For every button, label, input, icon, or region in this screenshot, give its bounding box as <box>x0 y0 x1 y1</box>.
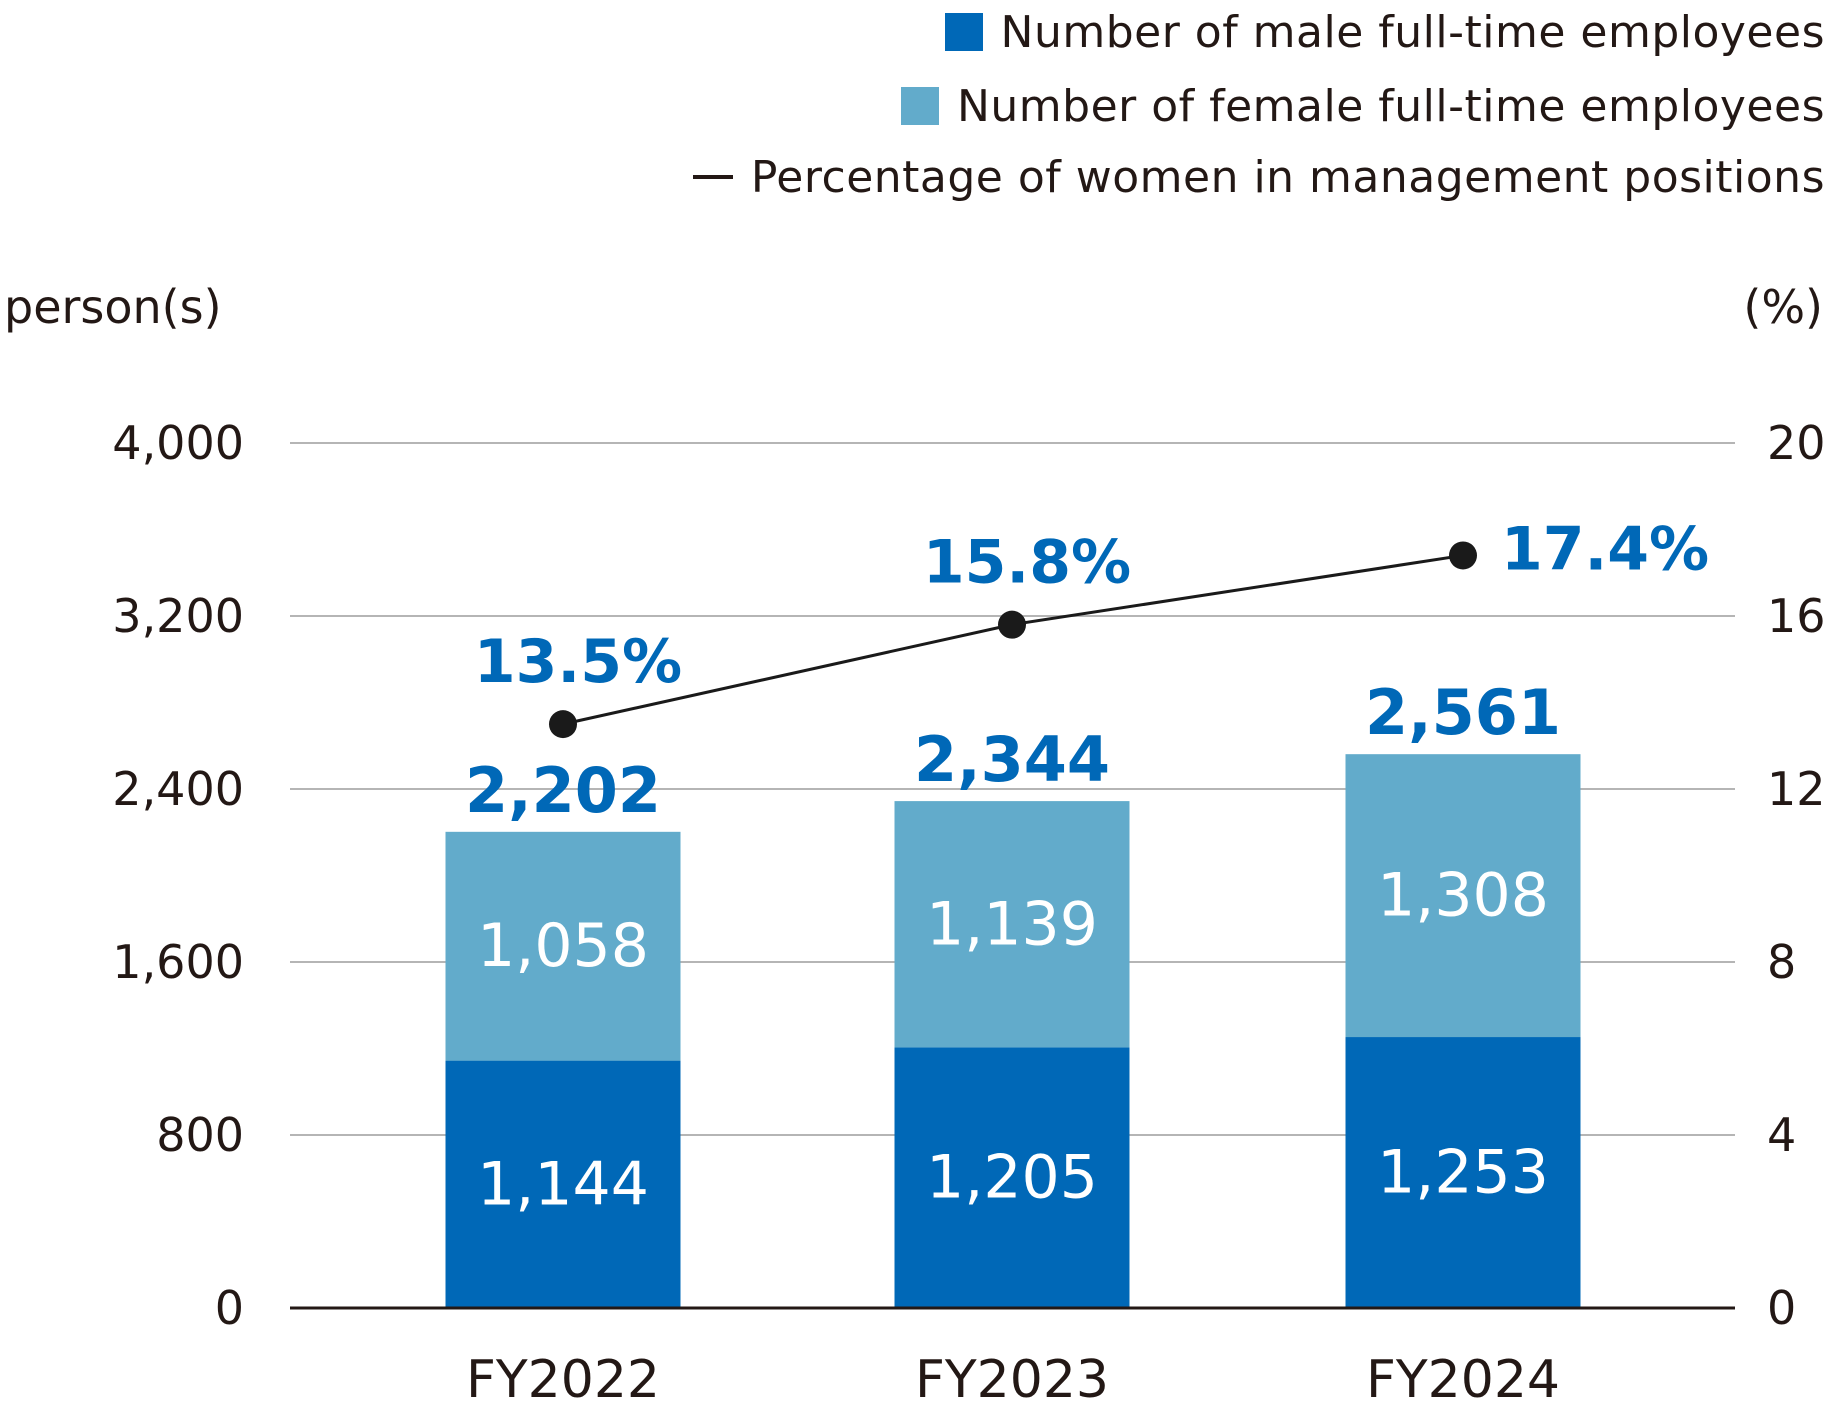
bar-female-value-label: 1,139 <box>926 889 1098 959</box>
bar-total-label: 2,561 <box>1365 676 1561 749</box>
bar-male-value-label: 1,144 <box>477 1149 649 1219</box>
male-swatch-icon <box>944 13 983 51</box>
right-tick-label: 8 <box>1767 935 1796 989</box>
line-point-label: 13.5% <box>474 627 682 697</box>
bar-male <box>445 1060 681 1308</box>
left-tick-label: 0 <box>215 1281 244 1335</box>
right-tick-label: 0 <box>1767 1281 1796 1335</box>
right-tick-label: 12 <box>1767 762 1826 816</box>
legend-label-male: Number of male full-time employees <box>1000 6 1825 58</box>
right-tick-label: 20 <box>1767 416 1826 470</box>
category-label: FY2022 <box>466 1350 660 1410</box>
bar-total-label: 2,344 <box>914 723 1110 796</box>
bar-female <box>445 831 681 1061</box>
line-point-label: 17.4% <box>1501 514 1709 584</box>
right-tick-label: 4 <box>1767 1108 1796 1162</box>
left-tick-label: 2,400 <box>112 762 244 816</box>
bar-male-value-label: 1,253 <box>1377 1138 1549 1208</box>
left-tick-label: 3,200 <box>112 589 244 643</box>
bar-female-value-label: 1,058 <box>477 911 649 981</box>
bar-total-label: 2,202 <box>465 754 661 827</box>
bar-male <box>1345 1037 1581 1308</box>
right-axis-unit: (%) <box>1743 280 1823 334</box>
legend-label-female: Number of female full-time employees <box>956 80 1825 132</box>
category-label: FY2024 <box>1366 1350 1560 1410</box>
left-tick-label: 1,600 <box>112 935 244 989</box>
bar-male-value-label: 1,205 <box>926 1143 1098 1213</box>
left-axis-unit: person(s) <box>4 280 222 334</box>
bar-female <box>894 801 1130 1048</box>
legend-item-male: Number of male full-time employees <box>944 2 1825 62</box>
left-tick-label: 800 <box>156 1108 244 1162</box>
legend-label-line: Percentage of women in management positi… <box>750 151 1825 203</box>
bar-female <box>1345 754 1581 1038</box>
bar-female-value-label: 1,308 <box>1377 861 1549 931</box>
line-point <box>1449 541 1477 570</box>
line-swatch-icon <box>692 175 733 179</box>
left-tick-label: 4,000 <box>112 416 244 470</box>
bar-male <box>894 1047 1130 1308</box>
line-point <box>549 710 577 739</box>
line-point-label: 15.8% <box>923 528 1131 598</box>
legend-item-female: Number of female full-time employees <box>900 76 1825 136</box>
right-tick-label: 16 <box>1767 589 1826 643</box>
line-point <box>998 610 1026 639</box>
female-swatch-icon <box>900 87 939 125</box>
legend-item-line: Percentage of women in management positi… <box>692 147 1825 207</box>
category-label: FY2023 <box>915 1350 1109 1410</box>
